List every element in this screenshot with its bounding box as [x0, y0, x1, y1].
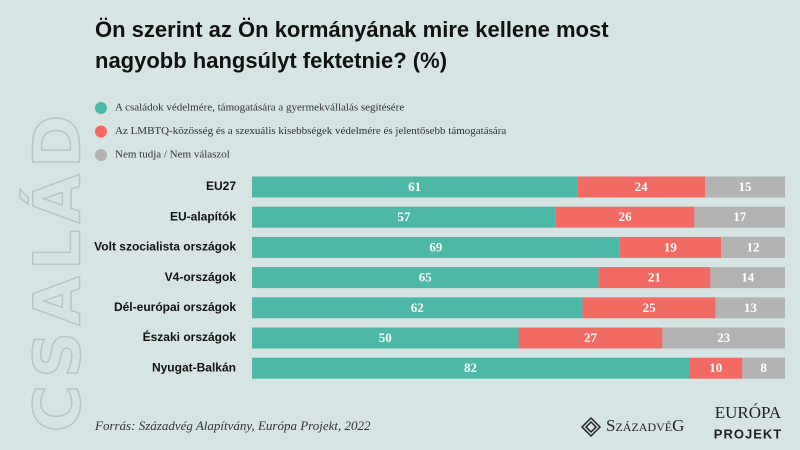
logo: EURÓPA: [715, 403, 782, 422]
value-label: 23: [717, 330, 731, 345]
value-label: 61: [408, 179, 421, 194]
value-label: 21: [648, 270, 661, 285]
category-label: Északi országok: [143, 329, 237, 344]
legend-swatch: [95, 149, 107, 161]
legend-label: Nem tudja / Nem válaszol: [115, 149, 230, 161]
value-label: 15: [739, 179, 753, 194]
bar-segment: [252, 206, 556, 228]
category-label: Dél-európai országok: [114, 300, 236, 314]
category-label: Nyugat-Balkán: [152, 360, 236, 374]
value-label: 12: [747, 239, 760, 254]
value-label: 10: [709, 360, 722, 375]
bar-segment: [252, 236, 620, 258]
category-label: EU27: [206, 179, 236, 193]
chart-title: nagyobb hangsúlyt fektetnie? (%): [95, 48, 447, 73]
bar-segment: [252, 327, 519, 349]
logo-icon: [580, 416, 602, 438]
logo: SzázadvéG: [606, 416, 684, 435]
bar-segment: [662, 327, 785, 349]
bar-segment: [721, 236, 785, 258]
value-label: 65: [419, 270, 433, 285]
bar-segment: [582, 297, 716, 319]
legend-swatch: [95, 102, 107, 114]
bar-segment: [619, 236, 722, 258]
bar-segment: [694, 206, 785, 228]
value-label: 62: [411, 300, 424, 315]
bar-segment: [555, 206, 695, 228]
bar-segment: [252, 297, 583, 319]
bar-segment: [715, 297, 785, 319]
source: Forrás: Századvég Alapítvány, Európa Pro…: [94, 418, 371, 433]
value-label: 14: [741, 270, 755, 285]
value-label: 13: [744, 300, 758, 315]
value-label: 17: [733, 209, 747, 224]
value-label: 19: [664, 239, 678, 254]
bar-segment: [518, 327, 663, 349]
value-label: 27: [584, 330, 598, 345]
bar-segment: [689, 357, 743, 379]
bar-segment: [710, 267, 785, 289]
category-label: V4-országok: [165, 270, 237, 284]
value-label: 25: [643, 300, 657, 315]
logo: PROJEKT: [714, 426, 782, 441]
bar-segment: [252, 176, 578, 198]
value-label: 8: [760, 360, 767, 375]
legend-label: A családok védelmére, támogatására a gye…: [115, 102, 404, 114]
bar-segment: [252, 357, 690, 379]
bar-segment: [252, 267, 599, 289]
value-label: 57: [397, 209, 411, 224]
category-label: Volt szocialista országok: [94, 240, 236, 254]
watermark: CSALÁD: [20, 109, 96, 432]
value-label: 82: [464, 360, 477, 375]
legend-swatch: [95, 125, 107, 138]
bar-segment: [577, 176, 706, 198]
bar-segment: [742, 357, 785, 379]
value-label: 50: [379, 330, 392, 345]
category-label: EU-alapítók: [170, 209, 236, 223]
value-label: 24: [635, 179, 649, 194]
legend-label: Az LMBTQ-közösség és a szexuális kisebbs…: [115, 125, 506, 137]
value-label: 69: [429, 239, 443, 254]
bar-segment: [598, 267, 711, 289]
bar-segment: [705, 176, 785, 198]
chart-title: Ön szerint az Ön kormányának mire kellen…: [95, 17, 609, 42]
value-label: 26: [619, 209, 633, 224]
